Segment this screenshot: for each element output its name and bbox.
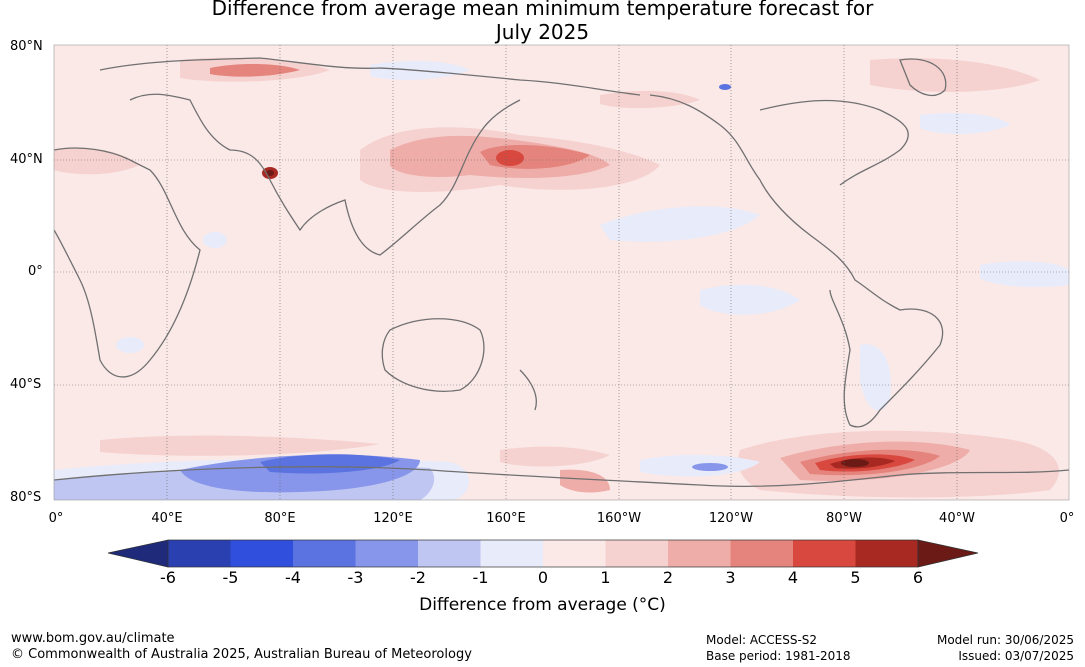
lat-label-80n: 80°N xyxy=(10,39,43,54)
lon-label-120e: 120°E xyxy=(373,511,413,526)
colorbar-tick: 4 xyxy=(787,568,799,587)
colorbar-tick: -5 xyxy=(222,568,239,587)
colorbar-tick: -4 xyxy=(285,568,301,587)
model-name: Model: ACCESS-S2 xyxy=(706,633,818,647)
colorbar-swatch xyxy=(293,540,356,567)
colorbar-swatch xyxy=(855,540,918,567)
colorbar xyxy=(107,539,979,568)
copyright-text: © Commonwealth of Australia 2025, Austra… xyxy=(11,647,472,662)
colorbar-swatch xyxy=(793,540,856,567)
title-line-1: Difference from average mean minimum tem… xyxy=(211,0,874,20)
lon-label-40e: 40°E xyxy=(151,511,183,526)
base-period: Base period: 1981-2018 xyxy=(706,649,851,663)
colorbar-tick: 1 xyxy=(600,568,611,587)
lat-label-equator: 0° xyxy=(28,264,43,279)
colorbar-tick: 0 xyxy=(537,568,549,587)
colorbar-tick: -2 xyxy=(410,568,426,587)
colorbar-swatch xyxy=(668,540,731,567)
title-line-2: July 2025 xyxy=(495,20,590,44)
colorbar-tick: 2 xyxy=(662,568,674,587)
colorbar-min-arrow xyxy=(107,539,169,568)
lon-label-160w: 160°W xyxy=(596,511,642,526)
website-link[interactable]: www.bom.gov.au/climate xyxy=(11,631,175,646)
colorbar-tick: 5 xyxy=(850,568,861,587)
lon-label-120w: 120°W xyxy=(708,511,754,526)
lat-label-40n: 40°N xyxy=(10,152,43,167)
lat-label-80s: 80°S xyxy=(10,490,42,505)
lat-label-40s: 40°S xyxy=(10,377,42,392)
colorbar-swatch xyxy=(480,540,543,567)
colorbar-swatch xyxy=(543,540,606,567)
colorbar-swatch xyxy=(230,540,293,567)
lon-label-80e: 80°E xyxy=(264,511,296,526)
lon-label-80w: 80°W xyxy=(826,511,862,526)
issued-date: Issued: 03/07/2025 xyxy=(958,649,1074,663)
colorbar-tick: 3 xyxy=(725,568,736,587)
lon-label-40w: 40°W xyxy=(939,511,975,526)
colorbar-swatch xyxy=(168,540,231,567)
colorbar-swatch xyxy=(355,540,418,567)
colorbar-tick: -3 xyxy=(347,568,364,587)
colorbar-swatch xyxy=(418,540,481,567)
graticule xyxy=(54,45,1069,500)
lon-label-0: 0° xyxy=(48,511,64,526)
colorbar-tick: -1 xyxy=(472,568,489,587)
model-run-date: Model run: 30/06/2025 xyxy=(936,633,1074,647)
map-title: Difference from average mean minimum tem… xyxy=(0,0,1085,44)
colorbar-title: Difference from average (°C) xyxy=(419,595,666,615)
lon-label-0-east: 0° xyxy=(1059,511,1075,526)
anomaly-field xyxy=(54,45,1069,500)
colorbar-swatch xyxy=(605,540,668,567)
colorbar-tick: 6 xyxy=(912,568,924,587)
colorbar-swatch xyxy=(730,540,793,567)
colorbar-max-arrow xyxy=(917,539,979,568)
lon-label-160e: 160°E xyxy=(486,511,526,526)
colorbar-tick: -6 xyxy=(160,568,176,587)
